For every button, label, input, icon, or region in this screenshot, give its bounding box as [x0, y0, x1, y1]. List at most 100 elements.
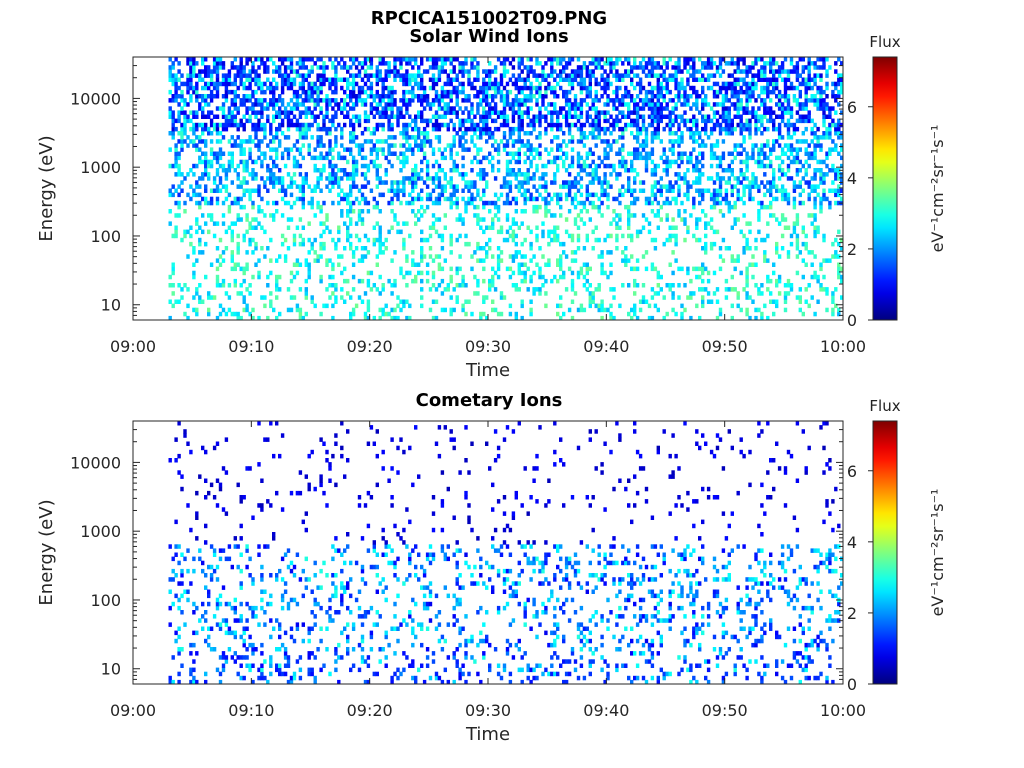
heatmap-cell	[739, 89, 743, 95]
heatmap-cell	[461, 188, 465, 193]
heatmap-cell	[479, 225, 483, 230]
heatmap-cell	[715, 287, 720, 292]
heatmap-cell	[334, 299, 338, 304]
heatmap-cell	[511, 143, 516, 148]
heatmap-cell	[730, 73, 734, 78]
heatmap-cell	[630, 188, 634, 193]
heatmap-cell	[393, 143, 397, 148]
heatmap-cell	[381, 139, 385, 144]
heatmap-cell	[766, 204, 770, 210]
heatmap-cell	[446, 77, 450, 82]
heatmap-cell	[653, 172, 658, 177]
heatmap-cell	[736, 291, 740, 296]
heatmap-cell	[198, 225, 202, 230]
heatmap-cell	[328, 98, 332, 103]
heatmap-cell	[425, 122, 430, 128]
heatmap-cell	[319, 188, 323, 193]
heatmap-cell	[742, 81, 746, 87]
heatmap-cell	[381, 94, 385, 99]
heatmap-cell	[633, 303, 637, 309]
heatmap-cell	[695, 98, 699, 103]
heatmap-cell	[236, 85, 240, 91]
heatmap-cell	[464, 311, 468, 317]
heatmap-cell	[307, 274, 311, 280]
heatmap-cell	[425, 237, 430, 243]
heatmap-cell	[505, 102, 510, 107]
heatmap-cell	[467, 98, 471, 103]
heatmap-cell	[712, 188, 717, 193]
heatmap-cell	[532, 73, 536, 78]
heatmap-cell	[514, 126, 518, 132]
heatmap-cell	[644, 217, 649, 222]
heatmap-cell	[588, 200, 592, 206]
heatmap-cell	[280, 151, 285, 156]
heatmap-cell	[573, 221, 578, 226]
heatmap-cell	[701, 98, 705, 103]
heatmap-cell	[529, 143, 533, 148]
heatmap-cell	[425, 118, 430, 124]
heatmap-cell	[597, 283, 601, 288]
heatmap-cell	[369, 151, 374, 156]
heatmap-cell	[354, 196, 359, 202]
heatmap-cell	[553, 57, 557, 62]
heatmap-cell	[298, 61, 303, 66]
heatmap-cell	[606, 110, 610, 115]
heatmap-cell	[440, 307, 445, 313]
heatmap-cell	[201, 106, 205, 111]
heatmap-cell	[706, 188, 711, 193]
heatmap-cell	[476, 291, 480, 296]
heatmap-cell	[701, 151, 705, 156]
heatmap-cell	[760, 151, 764, 156]
heatmap-cell	[298, 184, 303, 189]
heatmap-cell	[384, 172, 388, 177]
heatmap-cell	[653, 291, 658, 296]
heatmap-cell	[366, 180, 371, 185]
heatmap-cell	[763, 110, 767, 115]
heatmap-cell	[354, 114, 359, 119]
heatmap-cell	[638, 229, 643, 235]
heatmap-cell	[212, 81, 217, 87]
heatmap-cell	[408, 102, 412, 107]
heatmap-cell	[280, 176, 285, 181]
heatmap-cell	[411, 151, 415, 156]
heatmap-cell	[772, 57, 776, 62]
heatmap-cell	[627, 69, 631, 74]
heatmap-cell	[579, 139, 584, 144]
heatmap-cell	[751, 254, 755, 259]
heatmap-cell	[491, 217, 495, 222]
heatmap-cell	[656, 213, 660, 218]
heatmap-cell	[544, 73, 548, 78]
heatmap-cell	[656, 163, 660, 169]
heatmap-cell	[476, 65, 480, 70]
heatmap-cell	[656, 270, 660, 276]
heatmap-cell	[473, 213, 477, 218]
heatmap-cell	[245, 188, 249, 193]
heatmap-cell	[304, 110, 308, 115]
heatmap-cell	[417, 126, 421, 132]
heatmap-cell	[751, 77, 755, 82]
heatmap-cell	[579, 122, 584, 128]
heatmap-cell	[280, 213, 285, 218]
heatmap-cell	[588, 303, 592, 309]
heatmap-cell	[564, 77, 569, 82]
heatmap-cell	[736, 196, 740, 202]
heatmap-cell	[349, 295, 353, 300]
heatmap-cell	[526, 106, 530, 111]
heatmap-cell	[360, 217, 365, 222]
heatmap-cell	[310, 69, 314, 74]
heatmap-cell	[242, 180, 246, 185]
heatmap-cell	[745, 159, 749, 165]
heatmap-cell	[579, 217, 584, 222]
heatmap-cell	[624, 89, 628, 95]
heatmap-cell	[251, 250, 255, 255]
heatmap-cell	[278, 126, 282, 132]
heatmap-cell	[656, 102, 660, 107]
heatmap-cell	[488, 131, 492, 136]
heatmap-cell	[769, 69, 773, 74]
heatmap-cell	[526, 98, 530, 103]
heatmap-cell	[434, 172, 439, 177]
heatmap-cell	[390, 122, 394, 128]
heatmap-cell	[227, 209, 232, 214]
heatmap-cell	[567, 110, 572, 115]
heatmap-cell	[745, 155, 749, 161]
